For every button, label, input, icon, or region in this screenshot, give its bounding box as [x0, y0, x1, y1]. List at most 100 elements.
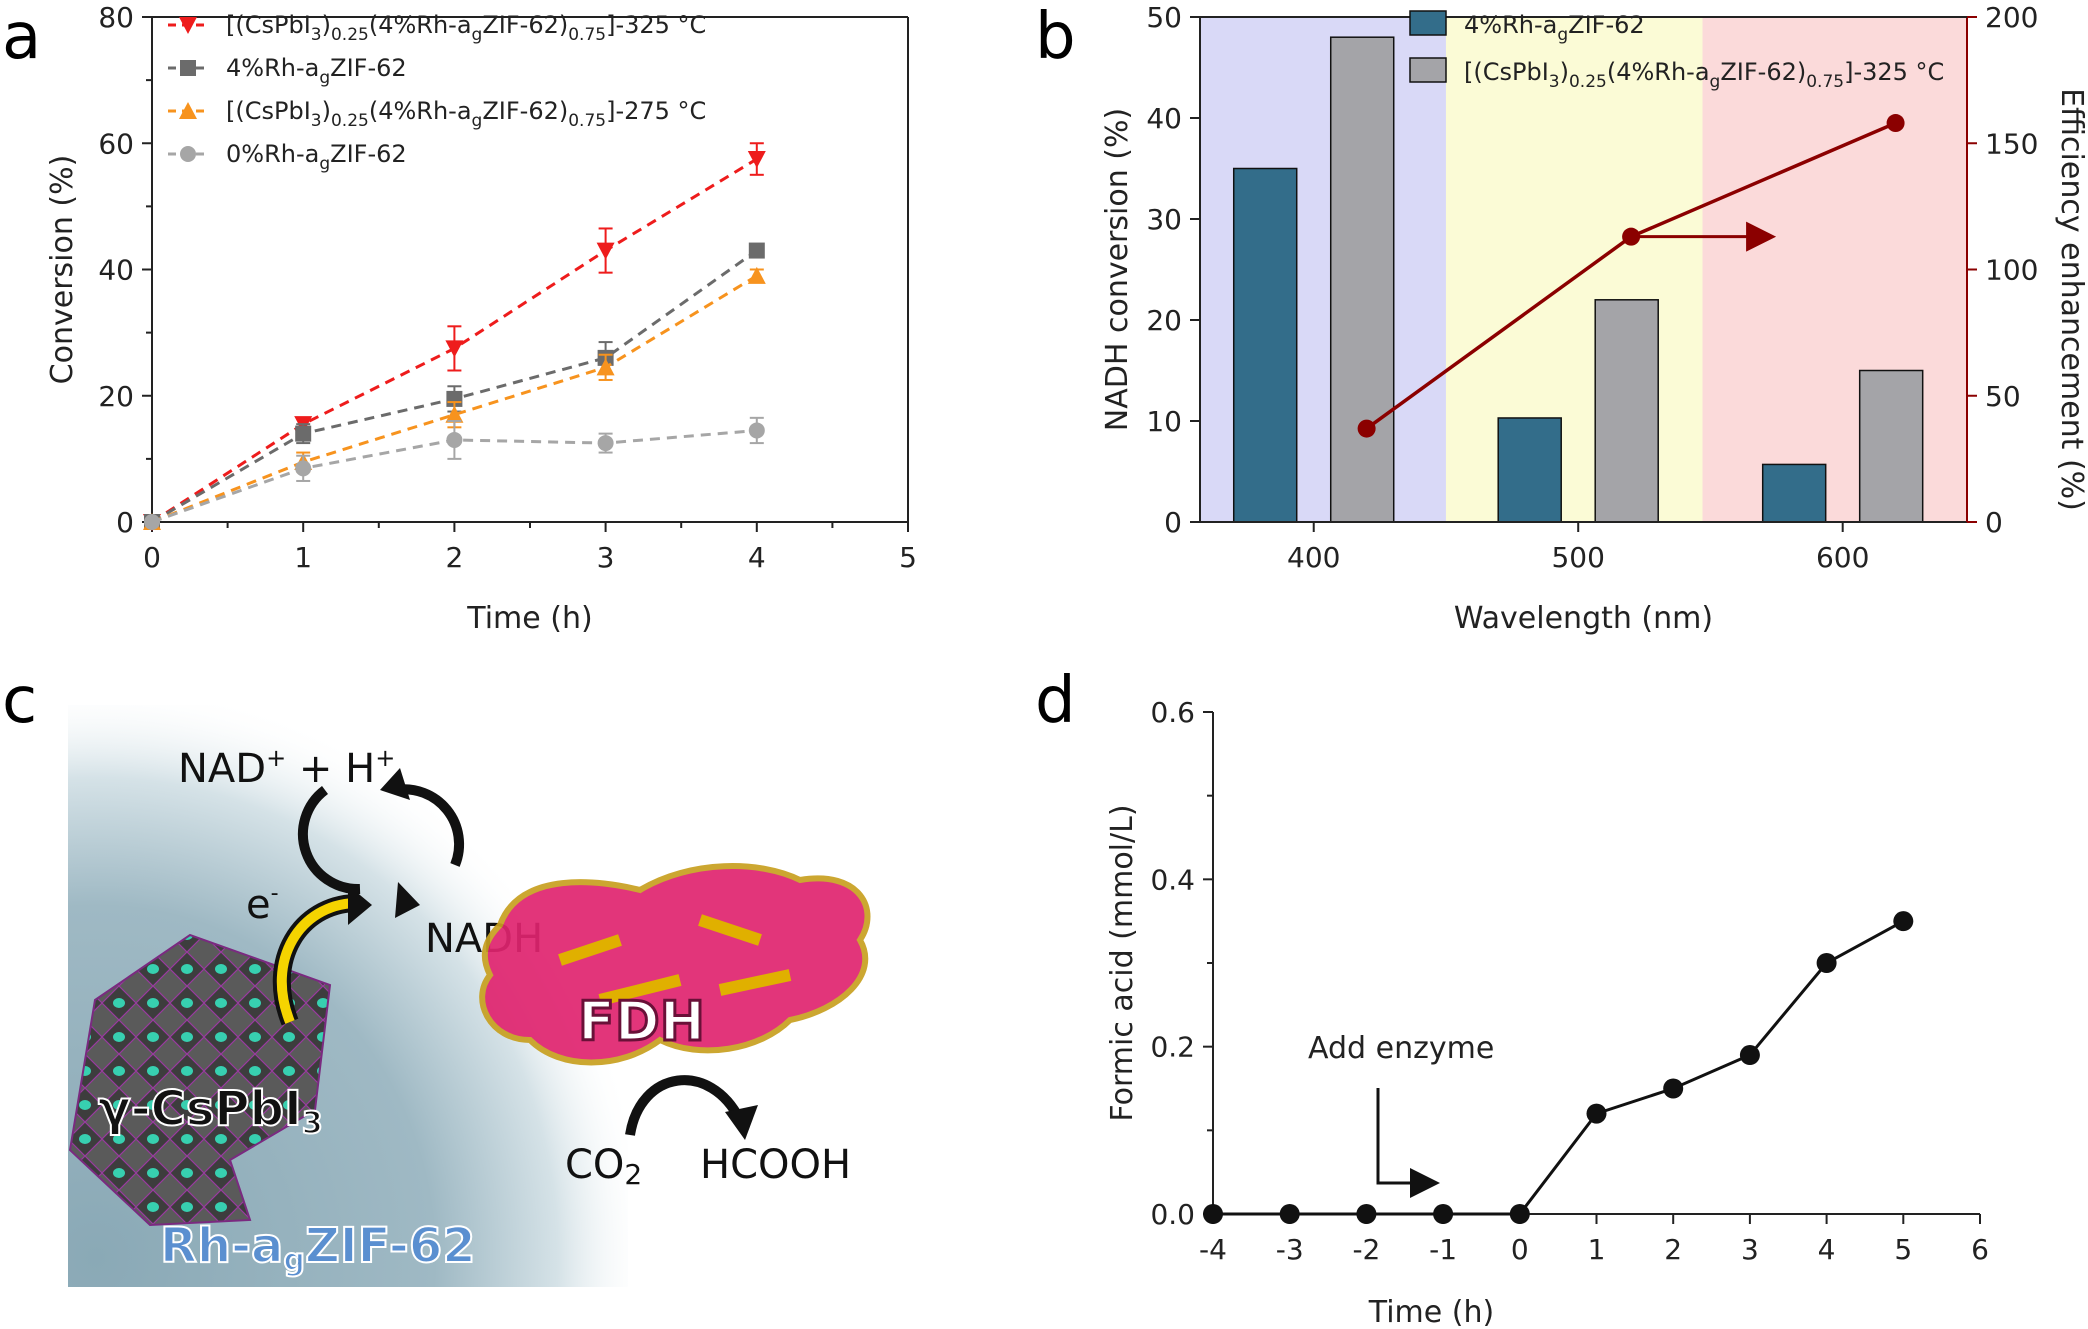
- bar: [1329, 36, 1395, 523]
- hcooh-label: HCOOH: [700, 1142, 851, 1188]
- legend-swatch-marker: [180, 146, 196, 162]
- panel-a-axes: 0 1 2 3 4 5 0 20 40 60 80 Time (h) Conversion (%): [45, 1, 917, 636]
- data-point: [1893, 911, 1914, 932]
- bar: [1858, 369, 1924, 523]
- y-axis-title: NADH conversion (%): [1100, 108, 1135, 431]
- legend-label: [(CsPbI3)0.25(4%Rh-agZIF-62)0.75]-275 °C: [226, 97, 706, 131]
- y2-tick-label: 100: [1985, 254, 2038, 287]
- legend-label: 4%Rh-agZIF-62: [226, 54, 407, 88]
- series-line: [1213, 919, 1905, 1216]
- electron-label: e-: [246, 881, 279, 928]
- panel-a-series: [143, 142, 766, 531]
- x-tick-label: 1: [294, 541, 312, 574]
- x-tick-label: 4: [748, 541, 766, 574]
- fdh-enzyme-illustration: [479, 863, 871, 1066]
- y2-tick-label: 50: [1985, 380, 2021, 413]
- data-point: [1433, 1204, 1454, 1224]
- bar: [1232, 167, 1298, 523]
- y-tick-label: 10: [1146, 405, 1182, 438]
- legend-label: 0%Rh-agZIF-62: [226, 140, 407, 174]
- cycle-arrow-right: [394, 784, 464, 867]
- x-tick-label: -1: [1429, 1233, 1457, 1266]
- co2-conversion-arrowhead: [725, 1105, 758, 1140]
- cspbi3-label: γ-CsPbI3: [98, 1081, 323, 1141]
- y2-tick-label: 150: [1985, 127, 2038, 160]
- x-tick-label: 3: [597, 541, 615, 574]
- legend-swatch: [1409, 10, 1447, 36]
- bar: [1761, 463, 1827, 523]
- add-enzyme-annotation: Add enzyme: [1308, 1031, 1494, 1066]
- data-point: [445, 405, 464, 423]
- series-line: [151, 274, 758, 524]
- y-tick-label: 0.0: [1150, 1198, 1195, 1231]
- data-point: [1356, 1204, 1377, 1224]
- y2-axis-title: Efficiency enhancement (%): [2054, 88, 2088, 511]
- enhancement-point: [1357, 419, 1376, 438]
- panel-a-letter: a: [2, 0, 41, 74]
- electron-arrowhead: [348, 885, 372, 925]
- data-point: [1203, 1204, 1223, 1224]
- data-point: [1279, 1204, 1300, 1224]
- data-point: [295, 425, 312, 442]
- panel-c-letter: c: [2, 664, 37, 738]
- panel-a-legend: [(CsPbI3)0.25(4%Rh-agZIF-62)0.75]-325 °C…: [168, 11, 706, 174]
- nad-label: NAD+ + H+: [178, 744, 395, 792]
- wavelength-band: [1702, 17, 1967, 522]
- legend-swatch-marker: [179, 102, 197, 119]
- y-axis-title: Conversion (%): [45, 155, 80, 385]
- y2-tick-label: 200: [1985, 1, 2038, 34]
- x-tick-label: -4: [1199, 1233, 1227, 1266]
- y-tick-label: 0.6: [1150, 696, 1195, 729]
- y-tick-label: 80: [98, 1, 134, 34]
- legend-swatch: [1409, 57, 1447, 83]
- panel-b-axes: 400 500 60001020304050050100150200Waveleng…: [1100, 1, 2088, 636]
- data-point: [747, 151, 766, 169]
- wavelength-band: [1445, 17, 1703, 522]
- panel-b-enhancement-line: [1357, 114, 1905, 438]
- data-point: [1663, 1078, 1684, 1099]
- x-tick-label: 6: [1971, 1233, 1989, 1266]
- data-point: [597, 435, 614, 452]
- data-point: [596, 358, 615, 376]
- y-tick-label: 0.4: [1150, 863, 1195, 896]
- y-tick-label: 0.2: [1150, 1031, 1195, 1064]
- panel-b-legend: 4%Rh-agZIF-62 [(CsPbI3)0.25(4%Rh-agZIF-62…: [1409, 10, 1944, 92]
- x-tick-label: 1: [1588, 1233, 1606, 1266]
- x-axis-title: Wavelength (nm): [1454, 601, 1713, 636]
- fdh-label: FDH: [578, 990, 705, 1053]
- bar: [1497, 417, 1562, 523]
- panel-b-letter: b: [1035, 0, 1076, 74]
- y-axis-title: Formic acid (mmol/L): [1105, 804, 1140, 1121]
- co2-conversion-arrow: [625, 1075, 745, 1136]
- data-point: [748, 422, 765, 439]
- x-tick-label: 4: [1818, 1233, 1836, 1266]
- y-tick-label: 40: [1146, 102, 1182, 135]
- x-axis-title: Time (h): [1368, 1295, 1494, 1329]
- y-tick-label: 20: [1146, 304, 1182, 337]
- cspbi3-crystal-illustration: [68, 933, 332, 1227]
- legend-label: [(CsPbI3)0.25(4%Rh-agZIF-62)0.75]-325 °C: [1464, 58, 1944, 92]
- panel-d-letter: d: [1035, 664, 1076, 738]
- cycle-arrow-left: [298, 786, 361, 895]
- x-tick-label: 3: [1741, 1233, 1759, 1266]
- x-tick-label: 600: [1816, 541, 1869, 574]
- y-tick-label: 20: [98, 380, 134, 413]
- legend-label: [(CsPbI3)0.25(4%Rh-agZIF-62)0.75]-325 °C: [226, 11, 706, 45]
- panel-b-bars: [1232, 36, 1924, 523]
- data-point: [445, 340, 464, 358]
- x-tick-label: 5: [899, 541, 917, 574]
- cycle-arrowhead-top: [380, 768, 410, 800]
- panel-d: d -4 -3 -2 -1 0 1 2 3 4 5 6 0.0 0.2 0.4 0.6 Time (h) For…: [1035, 664, 1989, 1329]
- cycle-arrowhead-bottom: [395, 882, 420, 918]
- data-point: [1739, 1045, 1760, 1066]
- data-point: [596, 242, 615, 260]
- y-tick-label: 50: [1146, 1, 1182, 34]
- x-tick-label: -3: [1276, 1233, 1304, 1266]
- legend-swatch-marker: [179, 17, 197, 34]
- co2-label: CO2: [565, 1142, 642, 1191]
- zif-label: Rh-agZIF-62: [160, 1218, 476, 1278]
- enhancement-point: [1622, 227, 1641, 246]
- legend-label: 4%Rh-agZIF-62: [1464, 11, 1645, 45]
